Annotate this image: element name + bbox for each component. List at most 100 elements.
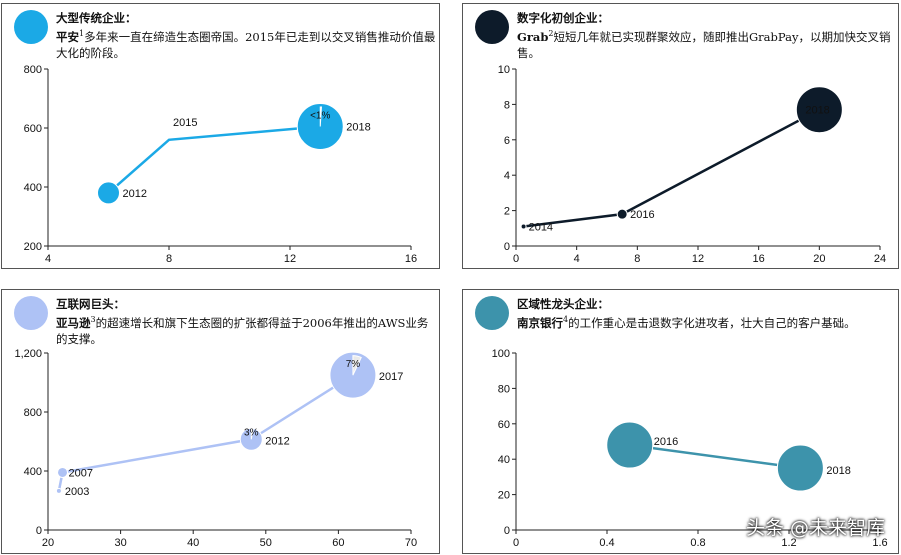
footnote-mark: 3 xyxy=(90,315,96,324)
company-name: 平安 xyxy=(56,29,79,44)
x-tick-label: 0.8 xyxy=(690,537,705,549)
point-label: 2012 xyxy=(265,435,289,447)
x-tick-label: 60 xyxy=(332,537,344,549)
footnote-mark: 1 xyxy=(79,29,85,38)
y-tick-label: 100 xyxy=(492,348,510,360)
y-tick-label: 600 xyxy=(24,123,42,135)
y-tick-label: 0 xyxy=(504,525,510,537)
point-label: 2003 xyxy=(65,486,89,498)
y-tick-label: 400 xyxy=(24,466,42,478)
panel-description: 亚马逊3的超速增长和旗下生态圈的扩张都得益于2006年推出的AWS业务的支撑。 xyxy=(56,312,439,347)
x-tick-label: 20 xyxy=(813,253,825,265)
panel-description: 平安1多年来一直在缔造生态圈帝国。2015年已走到以交叉销售推动价值最大化的阶段… xyxy=(56,26,439,61)
x-tick-label: 16 xyxy=(753,253,765,265)
y-tick-label: 800 xyxy=(24,64,42,76)
trend-line xyxy=(629,443,801,470)
footnote-mark: 4 xyxy=(563,315,569,324)
x-tick-label: 70 xyxy=(405,537,417,549)
y-tick-label: 800 xyxy=(24,407,42,419)
x-tick-label: 50 xyxy=(260,537,272,549)
share-wedge xyxy=(352,355,362,376)
data-point xyxy=(520,223,527,230)
x-tick-label: 4 xyxy=(45,253,51,265)
x-tick-label: 0 xyxy=(513,253,519,265)
y-tick-label: 6 xyxy=(504,135,510,147)
y-tick-label: 0 xyxy=(504,241,510,253)
panel-description: Grab2短短几年就已实现群聚效应，随即推出GrabPay，以期加快交叉销售。 xyxy=(517,26,898,61)
point-label: 2012 xyxy=(123,188,147,200)
x-tick-label: 40 xyxy=(187,537,199,549)
panel-title: 大型传统企业： xyxy=(56,11,137,25)
y-tick-label: 80 xyxy=(498,383,510,395)
panel-4: 区域性龙头企业： 南京银行4的工作重心是击退数字化进攻者，壮大自己的客户基础。 … xyxy=(462,289,899,554)
share-label: 3% xyxy=(244,427,259,438)
share-label: 7% xyxy=(346,359,361,370)
panel-description: 南京银行4的工作重心是击退数字化进攻者，壮大自己的客户基础。 xyxy=(517,312,856,331)
point-label: 2016 xyxy=(630,209,654,221)
description-text: 多年来一直在缔造生态圈帝国。2015年已走到以交叉销售推动价值最大化的阶段。 xyxy=(56,29,436,60)
x-tick-label: 16 xyxy=(405,253,417,265)
data-point xyxy=(776,444,824,492)
panel-title: 数字化初创企业： xyxy=(517,11,609,25)
panel-2: 数字化初创企业： Grab2短短几年就已实现群聚效应，随即推出GrabPay，以… xyxy=(462,3,899,269)
x-tick-label: 24 xyxy=(874,253,886,265)
panel-header: 大型传统企业： 平安1多年来一直在缔造生态圈帝国。2015年已走到以交叉销售推动… xyxy=(14,10,439,61)
x-tick-label: 1.2 xyxy=(781,537,796,549)
panel-header: 数字化初创企业： Grab2短短几年就已实现群聚效应，随即推出GrabPay，以… xyxy=(475,10,898,61)
share-wedge xyxy=(319,106,323,127)
watermark: 头条 @未来智库 xyxy=(745,517,885,539)
y-tick-label: 0 xyxy=(36,525,42,537)
data-point xyxy=(97,181,120,205)
panel-3: 互联网巨头： 亚马逊3的超速增长和旗下生态圈的扩张都得益于2006年推出的AWS… xyxy=(1,289,440,554)
point-label: 2018 xyxy=(805,105,829,117)
x-tick-label: 8 xyxy=(166,253,172,265)
point-label: 2017 xyxy=(379,371,403,383)
trend-line xyxy=(523,108,820,228)
company-name: 亚马逊 xyxy=(56,315,91,330)
data-point xyxy=(795,86,843,134)
share-label: <1% xyxy=(310,110,330,121)
x-tick-label: 4 xyxy=(574,253,580,265)
legend-dot xyxy=(475,10,509,44)
data-point xyxy=(606,421,654,469)
point-label: 2015 xyxy=(173,117,197,129)
panel-header: 区域性龙头企业： 南京银行4的工作重心是击退数字化进攻者，壮大自己的客户基础。 xyxy=(475,296,856,331)
share-wedge xyxy=(250,428,254,440)
y-tick-label: 200 xyxy=(24,241,42,253)
description-text: 的超速增长和旗下生态圈的扩张都得益于2006年推出的AWS业务的支撑。 xyxy=(56,315,429,346)
panel-title: 区域性龙头企业： xyxy=(517,297,609,311)
point-label: 2018 xyxy=(826,465,850,477)
y-tick-label: 10 xyxy=(498,64,510,76)
company-name: Grab xyxy=(517,29,549,44)
data-point xyxy=(55,487,62,494)
description-text: 短短几年就已实现群聚效应，随即推出GrabPay，以期加快交叉销售。 xyxy=(517,29,891,60)
x-tick-label: 8 xyxy=(634,253,640,265)
data-point xyxy=(616,208,628,220)
description-text: 的工作重心是击退数字化进攻者，壮大自己的客户基础。 xyxy=(568,315,856,330)
bubble-chart: 4 8 12 16 200 400 600 800 2012 2015 <1% 2018 xyxy=(24,64,417,265)
x-tick-label: 20 xyxy=(42,537,54,549)
point-label: 2016 xyxy=(654,436,678,448)
footnote-mark: 2 xyxy=(548,29,554,38)
legend-dot xyxy=(14,10,48,44)
point-label: 2018 xyxy=(346,122,370,134)
panel-header: 互联网巨头： 亚马逊3的超速增长和旗下生态圈的扩张都得益于2006年推出的AWS… xyxy=(14,296,439,347)
panel-title: 互联网巨头： xyxy=(56,297,125,311)
y-tick-label: 2 xyxy=(504,206,510,218)
point-label: 2007 xyxy=(69,467,93,479)
x-tick-label: 0 xyxy=(513,537,519,549)
data-point xyxy=(57,466,69,478)
legend-dot xyxy=(475,296,509,330)
legend-dot xyxy=(14,296,48,330)
y-tick-label: 40 xyxy=(498,454,510,466)
trend-line xyxy=(107,125,321,194)
y-tick-label: 8 xyxy=(504,99,510,111)
bubble-chart: 0 0.4 0.8 1.2 1.6 0 20 40 60 80 100 2016 2018 xyxy=(492,348,888,549)
company-name: 南京银行 xyxy=(517,315,563,330)
y-tick-label: 400 xyxy=(24,182,42,194)
x-tick-label: 0.4 xyxy=(599,537,614,549)
trend-line xyxy=(57,374,354,492)
point-label: 2014 xyxy=(529,222,553,234)
panel-1: 大型传统企业： 平安1多年来一直在缔造生态圈帝国。2015年已走到以交叉销售推动… xyxy=(1,3,440,269)
